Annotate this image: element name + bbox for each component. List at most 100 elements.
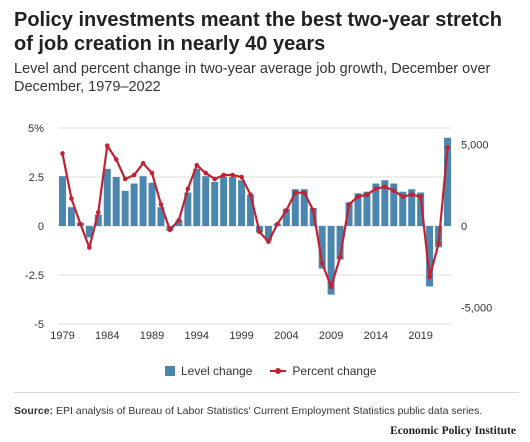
bar <box>211 181 219 226</box>
bar <box>238 180 246 226</box>
line-point <box>328 284 334 290</box>
line-point <box>382 184 388 190</box>
line-point <box>284 208 289 213</box>
line-point <box>167 227 173 233</box>
bar <box>426 226 434 287</box>
legend-label-level: Level change <box>181 364 253 378</box>
line-point <box>194 162 200 168</box>
bar <box>220 177 228 226</box>
line-point <box>104 143 110 148</box>
line-point <box>409 192 415 197</box>
line-point <box>400 194 406 199</box>
y-left-tick-label: 5% <box>28 123 44 135</box>
line-point <box>113 157 119 162</box>
bar <box>103 168 111 226</box>
x-tick-label: 1999 <box>229 330 253 342</box>
line-point <box>131 172 137 178</box>
line-point <box>436 241 441 246</box>
line-point <box>95 209 101 215</box>
bar <box>130 183 138 226</box>
line-point <box>418 194 423 199</box>
line-point <box>78 221 83 227</box>
y-right-tick-label: -5,000 <box>461 303 492 315</box>
line-point <box>346 202 352 207</box>
bar <box>184 192 192 226</box>
line-point <box>203 170 209 176</box>
source-note: Source: EPI analysis of Bureau of Labor … <box>14 405 482 417</box>
bar <box>121 190 129 226</box>
y-left-tick-label: 0 <box>38 221 44 233</box>
chart-title: Policy investments meant the best two-ye… <box>14 9 502 55</box>
bar <box>345 202 353 226</box>
bar <box>318 226 326 269</box>
line-point <box>310 208 316 213</box>
bar <box>264 226 272 241</box>
line-point <box>221 172 226 178</box>
bar <box>157 207 165 226</box>
line-point <box>292 190 298 195</box>
bar <box>139 176 147 226</box>
line-point <box>275 221 280 227</box>
bar <box>372 183 380 226</box>
y-left-tick-label: -5 <box>34 319 44 331</box>
line-point <box>87 245 92 250</box>
bar <box>229 177 237 226</box>
publisher-logo: Economic Policy Institute <box>390 425 516 437</box>
bar <box>399 191 407 226</box>
line-point <box>230 172 235 178</box>
bar <box>112 177 120 226</box>
y-left-tick-label: -2.5 <box>25 270 44 282</box>
line-point <box>212 176 218 182</box>
line-point <box>373 186 379 192</box>
footer-divider <box>14 392 519 393</box>
line-point <box>257 229 262 235</box>
line-point <box>364 192 370 197</box>
bar <box>193 168 201 226</box>
bar <box>408 189 416 226</box>
x-tick-label: 1989 <box>140 330 164 342</box>
line-point <box>122 176 128 182</box>
bar <box>58 176 66 226</box>
bar <box>444 137 452 226</box>
line-point <box>301 190 307 195</box>
legend-line-swatch <box>270 366 287 376</box>
line-point <box>149 170 155 176</box>
line-point <box>391 188 397 194</box>
line-point <box>69 196 74 201</box>
legend-item-level: Level change <box>165 364 252 378</box>
chart-subtitle: Level and percent change in two-year ave… <box>14 61 491 95</box>
combo-chart: 5% 2.5 0 -2.5 -5 5,000 0 -5,000 1979 1984 1989 1994… <box>25 123 492 342</box>
line-point <box>158 202 164 207</box>
bar <box>291 189 299 226</box>
bar <box>67 207 75 226</box>
x-tick-label: 1994 <box>185 330 209 342</box>
percent-change-line <box>61 144 449 288</box>
x-tick-label: 1979 <box>50 330 74 342</box>
legend-item-percent: Percent change <box>270 364 376 378</box>
y-right-tick-label: 5,000 <box>461 139 489 151</box>
line-point <box>337 255 343 260</box>
x-tick-label: 1984 <box>95 330 119 342</box>
x-tick-label: 2004 <box>274 330 298 342</box>
bar <box>300 189 308 226</box>
y-left-tick-label: 2.5 <box>29 172 44 184</box>
bar <box>390 183 398 226</box>
bar <box>381 180 389 226</box>
line-point <box>266 239 271 244</box>
line-point <box>140 160 146 166</box>
x-tick-label: 2019 <box>408 330 432 342</box>
x-tick-label: 2009 <box>319 330 343 342</box>
line-point <box>319 260 325 266</box>
x-tick-label: 2014 <box>364 330 388 342</box>
line-point <box>239 174 244 180</box>
bar <box>327 226 335 295</box>
y-right-tick-label: 0 <box>461 221 467 233</box>
bar <box>94 214 102 226</box>
bar <box>336 226 344 260</box>
bar <box>363 191 371 226</box>
bar <box>202 176 210 226</box>
bar <box>354 193 362 226</box>
bar <box>247 194 255 226</box>
line-point <box>445 145 450 150</box>
source-text: EPI analysis of Bureau of Labor Statisti… <box>56 405 483 417</box>
